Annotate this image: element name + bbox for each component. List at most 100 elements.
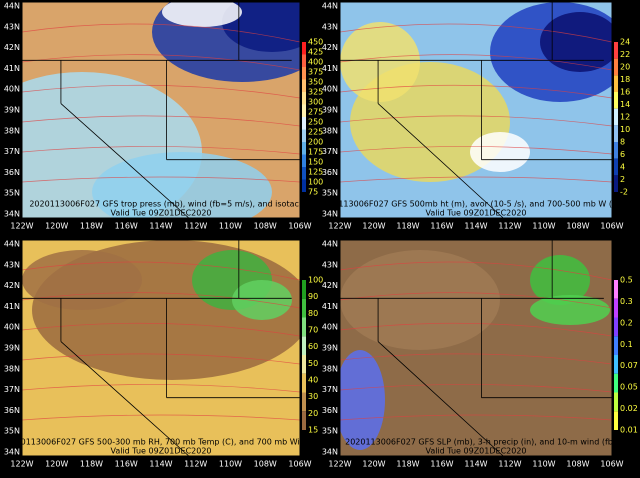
contour (339, 292, 613, 309)
colorbar-swatch (302, 336, 306, 355)
field-shading (540, 12, 612, 72)
colorbar-label: 425 (308, 48, 323, 57)
colorbar-swatch (302, 129, 306, 142)
colorbar-swatch (302, 92, 306, 105)
colorbar-label: 2 (620, 175, 625, 184)
colorbar-swatch (614, 158, 618, 176)
colorbar-swatch (302, 42, 306, 55)
colorbar-swatch (302, 317, 306, 337)
lat-label: 35N (4, 427, 20, 436)
colorbar-label: 12 (620, 113, 630, 122)
contour (339, 414, 613, 421)
lat-label: 40N (4, 85, 20, 94)
colorbar-label: 14 (620, 100, 630, 109)
colorbar-label: 400 (308, 58, 323, 67)
colorbar-label: 10 (620, 125, 630, 134)
colorbar-swatch (614, 411, 618, 430)
lat-label: 43N (4, 22, 20, 31)
colorbar-label: 0.01 (620, 426, 638, 435)
lon-label: 112W (184, 460, 207, 469)
field-shading (92, 152, 272, 218)
colorbar-swatch (302, 154, 306, 167)
lat-label: 37N (4, 147, 20, 156)
field-shading (530, 295, 610, 325)
valid-time: Valid Tue 09Z01DEC2020 (425, 209, 526, 218)
colorbar-swatch (614, 298, 618, 318)
lat-label: 40N (322, 323, 338, 332)
lat-label: 42N (322, 43, 338, 52)
map-frame (339, 239, 613, 457)
lon-label: 106W (288, 222, 311, 231)
lon-label: 118W (80, 460, 103, 469)
colorbar-label: 4 (620, 163, 625, 172)
lat-label: 41N (322, 64, 338, 73)
caption: 2020113006F027 GFS trop press (mb), wind… (29, 200, 331, 209)
lat-label: 35N (4, 189, 20, 198)
colorbar-swatch (302, 54, 306, 67)
colorbar-swatch (302, 373, 306, 393)
lat-label: 42N (4, 281, 20, 290)
lon-label: 110W (532, 222, 555, 231)
colorbar-label: 150 (308, 158, 323, 167)
caption: 2020113006F027 GFS SLP (mb), 3-h precip … (345, 438, 640, 447)
lat-label: 43N (322, 22, 338, 31)
contour (21, 292, 301, 309)
colorbar-label: 225 (308, 128, 323, 137)
colorbar-label: 60 (308, 342, 318, 351)
colorbar-label: 125 (308, 168, 323, 177)
contour (21, 146, 301, 155)
colorbar-label: 90 (308, 292, 318, 301)
lat-label: 34N (322, 210, 338, 219)
contour (21, 176, 301, 183)
lon-label: 118W (80, 222, 103, 231)
colorbar-label: 0.2 (620, 318, 633, 327)
lon-label: 122W (10, 460, 33, 469)
lon-label: 120W (362, 460, 385, 469)
colorbar-swatch (302, 179, 306, 192)
lon-label: 114W (464, 460, 487, 469)
contour (339, 261, 613, 281)
map-frame (21, 239, 301, 457)
colorbar-label: 40 (308, 376, 318, 385)
colorbar-label: 0.05 (620, 383, 638, 392)
colorbar-label: 0.3 (620, 297, 633, 306)
lon-label: 112W (184, 222, 207, 231)
lon-label: 122W (328, 222, 351, 231)
colorbar-label: -2 (620, 188, 628, 197)
colorbar-label: 100 (308, 178, 323, 187)
lat-label: 43N (322, 260, 338, 269)
colorbar-label: 24 (620, 38, 630, 47)
lat-label: 39N (322, 106, 338, 115)
colorbar-label: 18 (620, 75, 630, 84)
lon-label: 110W (219, 460, 242, 469)
field-shading (340, 22, 420, 102)
lat-label: 41N (4, 64, 20, 73)
contour (21, 261, 301, 281)
colorbar-swatch (614, 392, 618, 412)
colorbar-label: 275 (308, 108, 323, 117)
lon-label: 108W (254, 222, 277, 231)
colorbar-label: 22 (620, 50, 630, 59)
lat-label: 40N (4, 323, 20, 332)
colorbar-label: 75 (308, 188, 318, 197)
lat-label: 35N (322, 189, 338, 198)
colorbar-label: 30 (308, 392, 318, 401)
contour (339, 384, 613, 393)
contour (339, 322, 613, 337)
state-border (60, 341, 190, 457)
lat-label: 44N (322, 2, 338, 11)
colorbar-swatch (614, 336, 618, 355)
lat-label: 44N (322, 240, 338, 249)
colorbar-swatch (302, 142, 306, 155)
colorbar-label: 0.02 (620, 404, 638, 413)
field-shading (232, 280, 292, 320)
state-border (377, 103, 504, 219)
lat-label: 36N (322, 406, 338, 415)
colorbar-swatch (614, 42, 618, 59)
lat-label: 42N (4, 43, 20, 52)
lon-label: 120W (45, 460, 68, 469)
map-frame (339, 1, 613, 219)
colorbar-label: 350 (308, 78, 323, 87)
lon-label: 116W (430, 222, 453, 231)
